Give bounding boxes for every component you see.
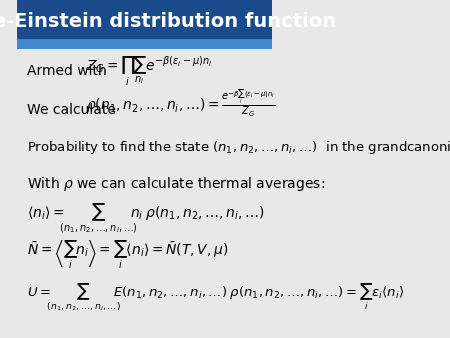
Text: $\bar{N} = \left\langle \sum_i n_i \right\rangle = \sum_i \langle n_i \rangle = : $\bar{N} = \left\langle \sum_i n_i \righ… <box>27 239 229 271</box>
Text: With $\rho$ we can calculate thermal averages:: With $\rho$ we can calculate thermal ave… <box>27 175 325 193</box>
Text: Probability to find the state $(n_1, n_2, \ldots, n_i, \ldots)$  in the grandcan: Probability to find the state $(n_1, n_2… <box>27 139 450 155</box>
Text: We calculate: We calculate <box>27 103 116 117</box>
Text: $\rho(n_1, n_2, \ldots, n_i, \ldots) = \frac{e^{-\beta \sum_i (\varepsilon_i - \: $\rho(n_1, n_2, \ldots, n_i, \ldots) = \… <box>86 88 275 119</box>
Text: Armed with: Armed with <box>27 64 107 78</box>
Text: $U = \!\!\!\sum_{(n_1, n_2, \ldots, n_i, \ldots)} \!\!\! E(n_1, n_2, \ldots, n_i: $U = \!\!\!\sum_{(n_1, n_2, \ldots, n_i,… <box>27 282 405 313</box>
FancyBboxPatch shape <box>17 39 272 49</box>
Text: $\langle n_i \rangle = \!\!\!\sum_{(n_1, n_2, \ldots, n_i, \ldots)} \!\!\! n_i \: $\langle n_i \rangle = \!\!\!\sum_{(n_1,… <box>27 201 265 235</box>
FancyBboxPatch shape <box>17 0 272 41</box>
Text: $Z_G = \prod_i \sum_{n_i} e^{-\beta(\varepsilon_i - \mu)n_i}$: $Z_G = \prod_i \sum_{n_i} e^{-\beta(\var… <box>86 54 212 88</box>
Text: Bose-Einstein distribution function: Bose-Einstein distribution function <box>0 13 336 31</box>
